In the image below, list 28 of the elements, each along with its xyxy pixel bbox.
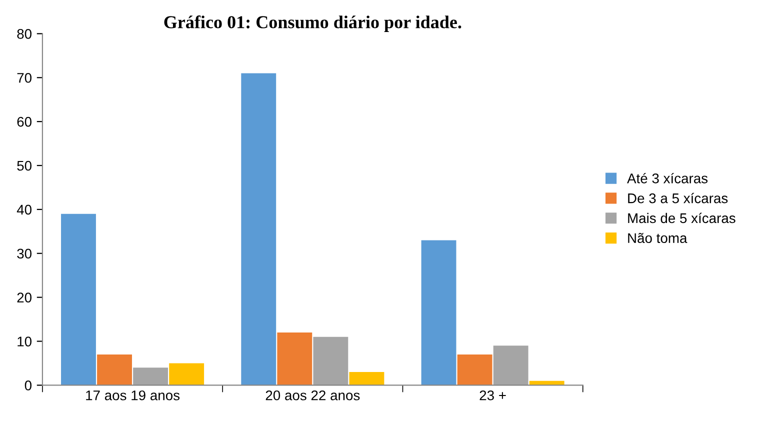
y-tick-label: 70 <box>17 72 32 83</box>
x-tick-label: 23 + <box>480 390 506 400</box>
x-tick-label: 20 aos 22 anos <box>266 390 360 400</box>
y-tick-label: 40 <box>16 204 32 215</box>
bar <box>169 363 204 386</box>
legend-label: Não toma <box>628 232 688 244</box>
x-tick-label: 17 aos 19 anos <box>86 390 180 400</box>
y-tick-label: 80 <box>17 29 32 39</box>
y-tick-label: 0 <box>24 380 32 390</box>
legend-label: Mais de 5 xícaras <box>628 212 736 224</box>
bar <box>97 354 132 386</box>
bar <box>421 240 456 386</box>
bar <box>457 354 492 386</box>
y-tick-label: 50 <box>17 160 32 171</box>
legend-label: Até 3 xícaras <box>627 172 708 184</box>
y-tick-label: 10 <box>18 336 32 346</box>
bar <box>313 336 348 386</box>
bar <box>61 214 96 386</box>
y-tick-label: 60 <box>17 116 32 127</box>
bar <box>277 332 312 386</box>
bar <box>349 372 384 386</box>
y-tick-label: 20 <box>17 292 32 302</box>
y-tick-label: 30 <box>17 248 32 259</box>
bar <box>241 73 276 386</box>
bar <box>133 368 168 386</box>
legend-label: De 3 a 5 xícaras <box>628 192 728 204</box>
bar <box>493 346 528 386</box>
chart-title: Gráfico 01: Consumo diário por idade. <box>164 15 462 32</box>
